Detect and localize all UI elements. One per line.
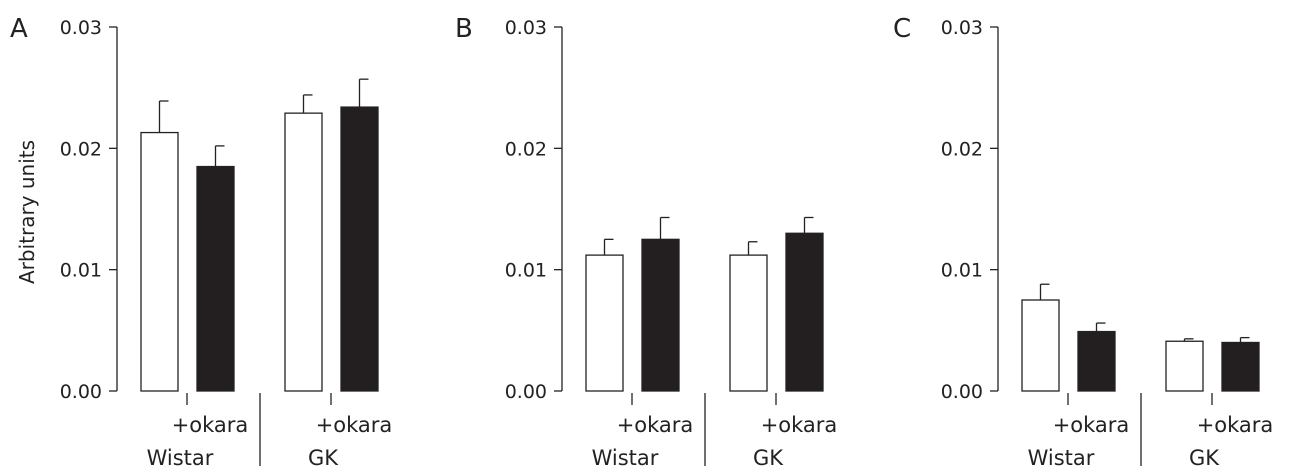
bar-b-wistar-okara bbox=[641, 238, 680, 392]
y-tick-label-a: 0.02 bbox=[60, 138, 102, 160]
bar-a-gk-okara bbox=[340, 106, 379, 392]
panel-letter-b: B bbox=[455, 14, 473, 44]
y-tick-label-c: 0.01 bbox=[941, 260, 983, 282]
bar-a-wistar-control bbox=[140, 131, 179, 392]
okara-label-c: +okara bbox=[1197, 413, 1274, 437]
group-label-a-gk: GK bbox=[308, 446, 339, 470]
okara-label-b: +okara bbox=[761, 413, 838, 437]
y-tick-label-c: 0.03 bbox=[941, 17, 983, 39]
okara-label-c: +okara bbox=[1053, 413, 1130, 437]
bar-c-gk-okara bbox=[1221, 341, 1260, 392]
y-tick-label-a: 0.01 bbox=[60, 260, 102, 282]
y-tick-label-a: 0.03 bbox=[60, 17, 102, 39]
y-tick-label-c: 0.02 bbox=[941, 138, 983, 160]
group-label-b-gk: GK bbox=[753, 446, 784, 470]
y-tick-label-b: 0.00 bbox=[505, 381, 547, 403]
bar-c-wistar-control bbox=[1021, 299, 1060, 392]
group-label-a-wistar: Wistar bbox=[147, 446, 214, 470]
y-tick-label-b: 0.03 bbox=[505, 17, 547, 39]
group-label-c-wistar: Wistar bbox=[1028, 446, 1095, 470]
okara-label-b: +okara bbox=[617, 413, 694, 437]
okara-label-a: +okara bbox=[172, 413, 249, 437]
y-tick-label-a: 0.00 bbox=[60, 381, 102, 403]
bar-b-wistar-control bbox=[585, 254, 624, 392]
group-label-c-gk: GK bbox=[1189, 446, 1220, 470]
bar-b-gk-okara bbox=[785, 232, 824, 392]
y-tick-label-c: 0.00 bbox=[941, 381, 983, 403]
okara-label-a: +okara bbox=[316, 413, 393, 437]
y-tick-label-b: 0.02 bbox=[505, 138, 547, 160]
group-label-b-wistar: Wistar bbox=[592, 446, 659, 470]
panel-letter-c: C bbox=[893, 14, 911, 44]
y-tick-label-b: 0.01 bbox=[505, 260, 547, 282]
y-axis-label: Arbitrary units bbox=[15, 140, 39, 284]
bar-a-wistar-okara bbox=[196, 165, 235, 392]
bar-b-gk-control bbox=[729, 254, 768, 392]
bar-c-wistar-okara bbox=[1077, 330, 1116, 392]
bar-c-gk-control bbox=[1165, 340, 1204, 392]
bar-a-gk-control bbox=[284, 112, 323, 392]
panel-letter-a: A bbox=[10, 14, 28, 44]
